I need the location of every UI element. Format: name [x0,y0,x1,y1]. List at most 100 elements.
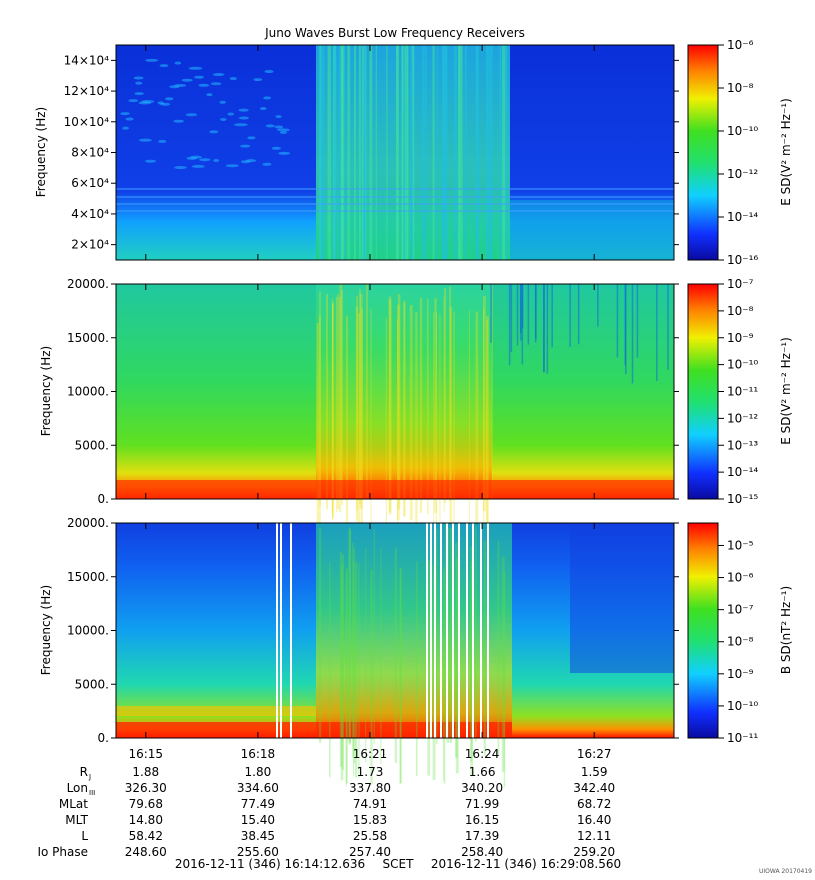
streak [488,45,490,260]
streak [436,45,438,260]
streak [370,569,373,785]
colorbar-ticks-top: 10⁻¹⁶ 10⁻¹⁴ 10⁻¹² 10⁻¹⁰ 10⁻⁸ 10⁻⁶ [718,38,758,267]
streaks-middle [116,284,674,539]
ephemeris-value: 14.80 [129,813,163,827]
colorbar-label-top: E SD(V² m⁻² Hz⁻¹) [779,98,793,206]
streak-dark [569,284,571,347]
ephemeris-value: 1.88 [132,765,159,779]
streak-dark [636,284,639,358]
speckle [199,158,211,162]
streak [388,296,392,512]
speckle [194,75,204,79]
colorbar-tick-label: 10⁻⁶ [727,571,754,585]
speckle [271,146,282,150]
streak [338,297,341,513]
streak [341,289,343,505]
speckle [210,82,222,86]
streak [439,314,441,530]
ephemeris-value: 248.60 [125,845,167,859]
ephemeris-value: 259.20 [573,845,615,859]
streak [397,294,401,510]
streak [353,45,356,260]
streak [347,45,351,260]
speckle [206,93,213,97]
ephemeris-value: 255.60 [237,845,279,859]
speckle [262,162,272,166]
speckle [265,124,275,128]
colorbar-tick-label: 10⁻⁵ [727,538,754,552]
panel-bottom: 0. 5000. 10000. 15000. 20000. Frequency (Hz)… [39,516,793,788]
ephemeris-value: 17.39 [465,829,499,843]
colorbar-tick-label: 10⁻⁶ [727,38,754,52]
streak [399,568,402,784]
y-axis-bottom: 0. 5000. 10000. 15000. 20000. [67,516,679,745]
streak [475,311,479,527]
y-tick-label: 15000. [67,570,109,584]
streak [355,306,359,522]
streak-dark [616,284,619,358]
streak [403,301,406,517]
ephemeris-value: 38.45 [241,829,275,843]
streak [356,296,359,512]
streak [385,317,387,533]
low-band [116,722,512,738]
streak [338,45,341,260]
streak [318,315,321,531]
speckle [188,66,203,70]
ephemeris-value: 12.11 [577,829,611,843]
streak [501,45,506,260]
speckle [220,117,227,121]
streak [419,297,423,513]
colorbar-tick-label: 10⁻⁹ [727,331,754,345]
y-tick-label: 2×10⁴ [71,238,109,252]
streak [333,45,335,260]
speckle [174,61,182,65]
colorbar-ticks-bottom: 10⁻¹¹ 10⁻¹⁰ 10⁻⁹ 10⁻⁸ 10⁻⁷ 10⁻⁶ 10⁻⁵ [718,538,758,745]
colorbar-tick-label: 10⁻⁸ [727,81,754,95]
mid-band [116,706,316,716]
data-gap [434,523,436,738]
streak [339,551,343,767]
streak [373,529,375,745]
data-gap [290,523,292,738]
streak [336,294,339,510]
speckle [174,166,187,170]
streak [386,45,388,260]
speckle [229,77,238,81]
streak [348,527,351,743]
colorbar-tick-label: 10⁻¹⁰ [727,124,758,138]
ephemeris-value: 16.15 [465,813,499,827]
speckle [145,58,159,62]
speckle [275,115,282,119]
speckle [247,136,256,140]
speckle [158,139,167,143]
speckle [225,164,239,168]
streak [458,45,461,260]
streak [319,45,323,260]
speckle [159,64,169,68]
y-tick-label: 20000. [67,516,109,530]
footer-frame: SCET [383,857,415,871]
time-tick-label: 16:27 [577,747,612,761]
data-gap [280,523,282,738]
colorbar-tick-label: 10⁻¹³ [727,438,758,452]
y-axis-top: 2×10⁴ 4×10⁴ 6×10⁴ 8×10⁴ 10×10⁴ 12×10⁴ 14×10⁴ [64,53,679,252]
streaks-top [116,45,674,260]
streak [354,562,358,778]
streak-dark [535,284,537,339]
colorbar-tick-label: 10⁻¹⁶ [727,253,758,267]
streak-dark [631,284,634,384]
streak [316,323,319,539]
speckle [181,78,193,82]
streak [361,45,364,260]
speckle [135,81,143,85]
ephemeris-row-sub: J [88,773,91,781]
y-tick-label: 4×10⁴ [71,207,109,221]
burst-region-middle [316,284,492,499]
speckle [213,159,220,163]
colorbar-tick-label: 10⁻⁷ [727,277,754,291]
streak [449,307,453,523]
streak [485,45,489,260]
speckle [209,130,219,134]
speckle [186,156,198,160]
